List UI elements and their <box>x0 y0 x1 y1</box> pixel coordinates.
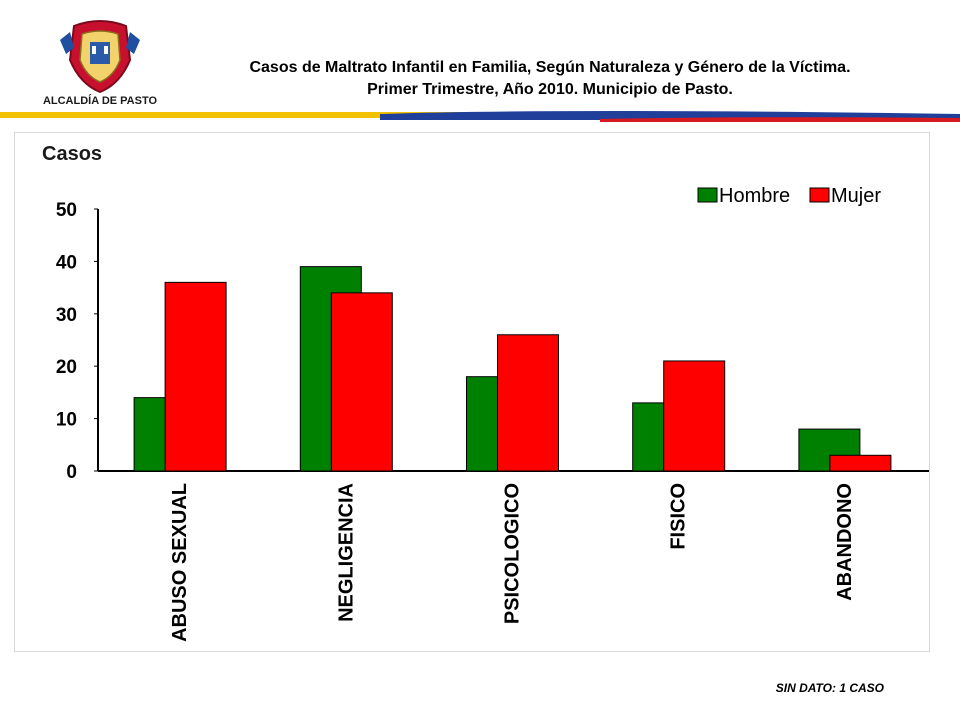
y-tick-label: 20 <box>56 357 77 378</box>
y-tick-label: 40 <box>56 252 77 273</box>
header-stripe <box>0 111 960 122</box>
bar-mujer-abandono <box>829 454 892 472</box>
bar-mujer-negligencia <box>330 292 393 472</box>
legend-swatch-mujer <box>809 187 830 203</box>
category-label: PSICOLOGICO <box>502 483 524 624</box>
category-label: ABUSO SEXUAL <box>169 483 191 642</box>
legend-label-hombre: Hombre <box>719 185 790 207</box>
bar-mujer-psicologico <box>497 334 559 472</box>
category-label: NEGLIGENCIA <box>335 483 357 622</box>
bar-chart: Casos 0 10 20 30 40 50 ABUSO SEXUAL NEGLIGENCI… <box>42 143 929 642</box>
y-tick-label: 0 <box>66 462 77 483</box>
category-label: FISICO <box>668 483 690 550</box>
bars <box>133 266 892 472</box>
logo-text: ALCALDÍA DE PASTO <box>43 94 158 107</box>
category-labels: ABUSO SEXUAL NEGLIGENCIA PSICOLOGICO FISICO… <box>169 483 856 642</box>
footnote: SIN DATO: 1 CASO <box>775 681 884 695</box>
page-title: Casos de Maltrato Infantil en Familia, S… <box>190 57 910 101</box>
y-tick-label: 50 <box>56 200 77 221</box>
legend-label-mujer: Mujer <box>831 185 881 207</box>
legend-swatch-hombre <box>697 187 718 203</box>
title-line-2: Primer Trimestre, Año 2010. Municipio de… <box>367 81 733 98</box>
chart-frame: Casos 0 10 20 30 40 50 ABUSO SEXUAL NEGLIGENCI… <box>14 132 930 652</box>
y-tick-label: 10 <box>56 410 77 431</box>
bar-mujer-fisico <box>663 360 726 472</box>
legend: Hombre Mujer <box>697 185 881 207</box>
category-label: ABANDONO <box>834 483 856 601</box>
bar-mujer-abuso-sexual <box>164 281 227 472</box>
y-axis-title: Casos <box>42 143 102 165</box>
alcaldia-de-pasto-logo: ALCALDÍA DE PASTO <box>43 20 158 107</box>
y-tick-label: 30 <box>56 305 77 326</box>
title-line-1: Casos de Maltrato Infantil en Familia, S… <box>249 59 851 76</box>
